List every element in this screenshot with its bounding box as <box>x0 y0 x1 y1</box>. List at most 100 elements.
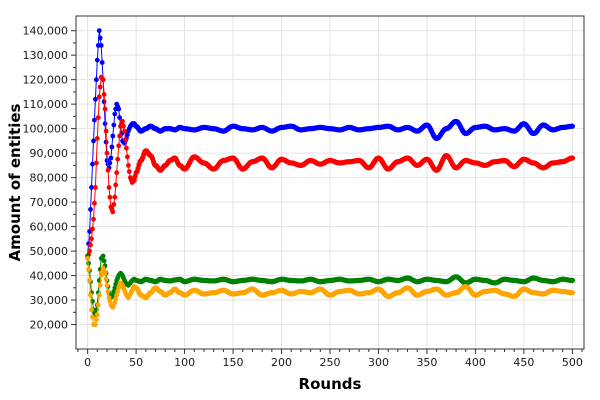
data-point <box>108 155 114 161</box>
data-point <box>123 137 128 143</box>
data-point <box>94 160 99 166</box>
series-1 <box>85 74 576 261</box>
data-point <box>111 202 117 207</box>
y-axis: 20,000 30,000 40,000 50,000 60,000 70,000 80,0… <box>23 25 76 332</box>
data-point <box>115 156 121 162</box>
data-point <box>112 194 118 200</box>
data-point <box>114 292 120 298</box>
chart-grid <box>76 16 584 349</box>
data-point <box>93 322 98 327</box>
data-point <box>124 145 129 151</box>
data-point <box>98 273 104 278</box>
data-point <box>87 248 92 254</box>
data-point <box>103 276 109 282</box>
data-point <box>95 302 101 308</box>
data-point <box>121 123 126 129</box>
data-point <box>115 289 121 294</box>
data-point <box>101 99 107 105</box>
data-point <box>105 289 111 294</box>
data-point <box>99 60 105 65</box>
data-point <box>94 317 99 322</box>
y-tick-label: 40,000 <box>30 270 69 283</box>
data-point <box>113 281 119 287</box>
data-point <box>91 138 96 144</box>
data-point <box>117 115 122 120</box>
y-tick-label: 60,000 <box>30 221 69 234</box>
data-point <box>117 133 122 139</box>
data-point <box>107 298 113 304</box>
data-point <box>114 170 120 176</box>
x-tick-label: 100 <box>174 356 195 369</box>
y-tick-label: 100,000 <box>23 123 69 136</box>
data-point <box>113 296 119 302</box>
data-point <box>112 300 118 305</box>
data-point <box>91 216 96 222</box>
data-point <box>90 226 95 232</box>
data-point <box>113 182 119 188</box>
data-point <box>89 236 94 242</box>
x-tick-label: 400 <box>465 356 486 369</box>
data-point <box>112 285 118 291</box>
data-point <box>97 84 103 90</box>
data-point <box>125 154 130 160</box>
data-point <box>102 121 108 127</box>
data-point <box>95 115 101 120</box>
x-tick-label: 250 <box>320 356 341 369</box>
data-point <box>93 96 98 102</box>
data-point <box>107 160 113 166</box>
data-point <box>111 122 117 128</box>
data-point <box>112 111 118 117</box>
data-point <box>109 144 115 150</box>
data-point <box>94 57 100 63</box>
y-tick-label: 130,000 <box>23 49 69 62</box>
data-point <box>125 163 131 168</box>
y-tick-label: 90,000 <box>30 147 69 160</box>
data-point <box>94 136 100 141</box>
data-point <box>93 185 98 190</box>
data-point <box>569 123 576 129</box>
data-point <box>102 270 108 276</box>
x-tick-label: 350 <box>416 356 437 369</box>
data-point <box>90 314 95 320</box>
data-point <box>97 35 103 41</box>
data-point <box>116 106 122 112</box>
data-point <box>87 278 92 283</box>
data-point <box>125 132 130 138</box>
y-tick-label: 50,000 <box>30 245 69 258</box>
data-point <box>90 161 95 167</box>
data-point <box>94 77 99 83</box>
y-tick-label: 70,000 <box>30 196 69 209</box>
data-point <box>86 267 91 272</box>
y-tick-label: 20,000 <box>30 319 69 332</box>
data-point <box>106 295 112 300</box>
data-point <box>116 143 122 149</box>
y-tick-label: 110,000 <box>23 98 69 111</box>
data-point <box>569 155 576 161</box>
data-point <box>110 292 116 298</box>
data-point <box>100 253 106 259</box>
data-point <box>103 128 109 134</box>
x-tick-label: 0 <box>84 356 91 369</box>
series-2 <box>85 253 576 318</box>
data-point <box>98 43 104 48</box>
data-point <box>569 277 576 283</box>
data-point <box>88 242 93 248</box>
data-point <box>104 282 110 288</box>
y-axis-title: Amount of entities <box>6 103 24 261</box>
series-layer <box>85 28 576 327</box>
data-point <box>97 282 103 288</box>
y-tick-label: 140,000 <box>23 25 69 38</box>
data-point <box>120 118 125 124</box>
y-tick-label: 80,000 <box>30 172 69 185</box>
x-tick-label: 150 <box>223 356 244 369</box>
x-tick-label: 50 <box>129 356 143 369</box>
data-point <box>96 28 102 34</box>
data-point <box>101 92 107 97</box>
x-axis: 0 50 100 150 200 250 300 350 400 450 500 <box>77 349 583 369</box>
data-point <box>89 185 94 190</box>
data-point <box>122 128 127 134</box>
series-0 <box>85 28 576 259</box>
x-axis-title: Rounds <box>299 375 362 393</box>
data-point <box>100 77 106 83</box>
x-tick-label: 450 <box>513 356 534 369</box>
